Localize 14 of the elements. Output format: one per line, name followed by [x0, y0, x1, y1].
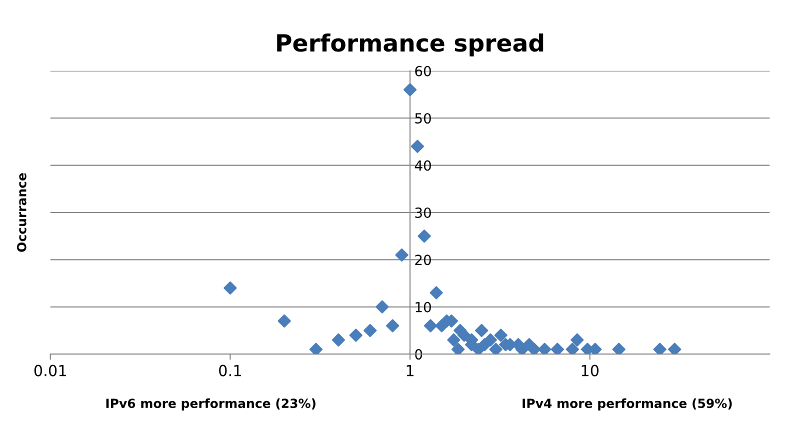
y-tick-label: 20	[415, 254, 431, 266]
text: IPv4 more performance (59%)	[522, 398, 732, 410]
x-tick-label: 0.1	[219, 364, 241, 376]
y-tick-label: 50	[415, 113, 431, 124]
x-tick-label: 0.01	[34, 364, 66, 376]
y-tick-label: 10	[416, 302, 431, 312]
y-tick-label: 40	[414, 160, 431, 171]
y-axis-title: Occurrance	[16, 173, 26, 252]
chart-title: Performance spread	[277, 34, 544, 56]
text: IPv6 more performance (23%)	[106, 398, 316, 410]
x-tick-label: 10	[582, 364, 599, 376]
y-tick-label: 60	[415, 66, 431, 76]
x-tick-label: 1	[406, 364, 414, 376]
y-tick-label: 30	[415, 207, 431, 218]
